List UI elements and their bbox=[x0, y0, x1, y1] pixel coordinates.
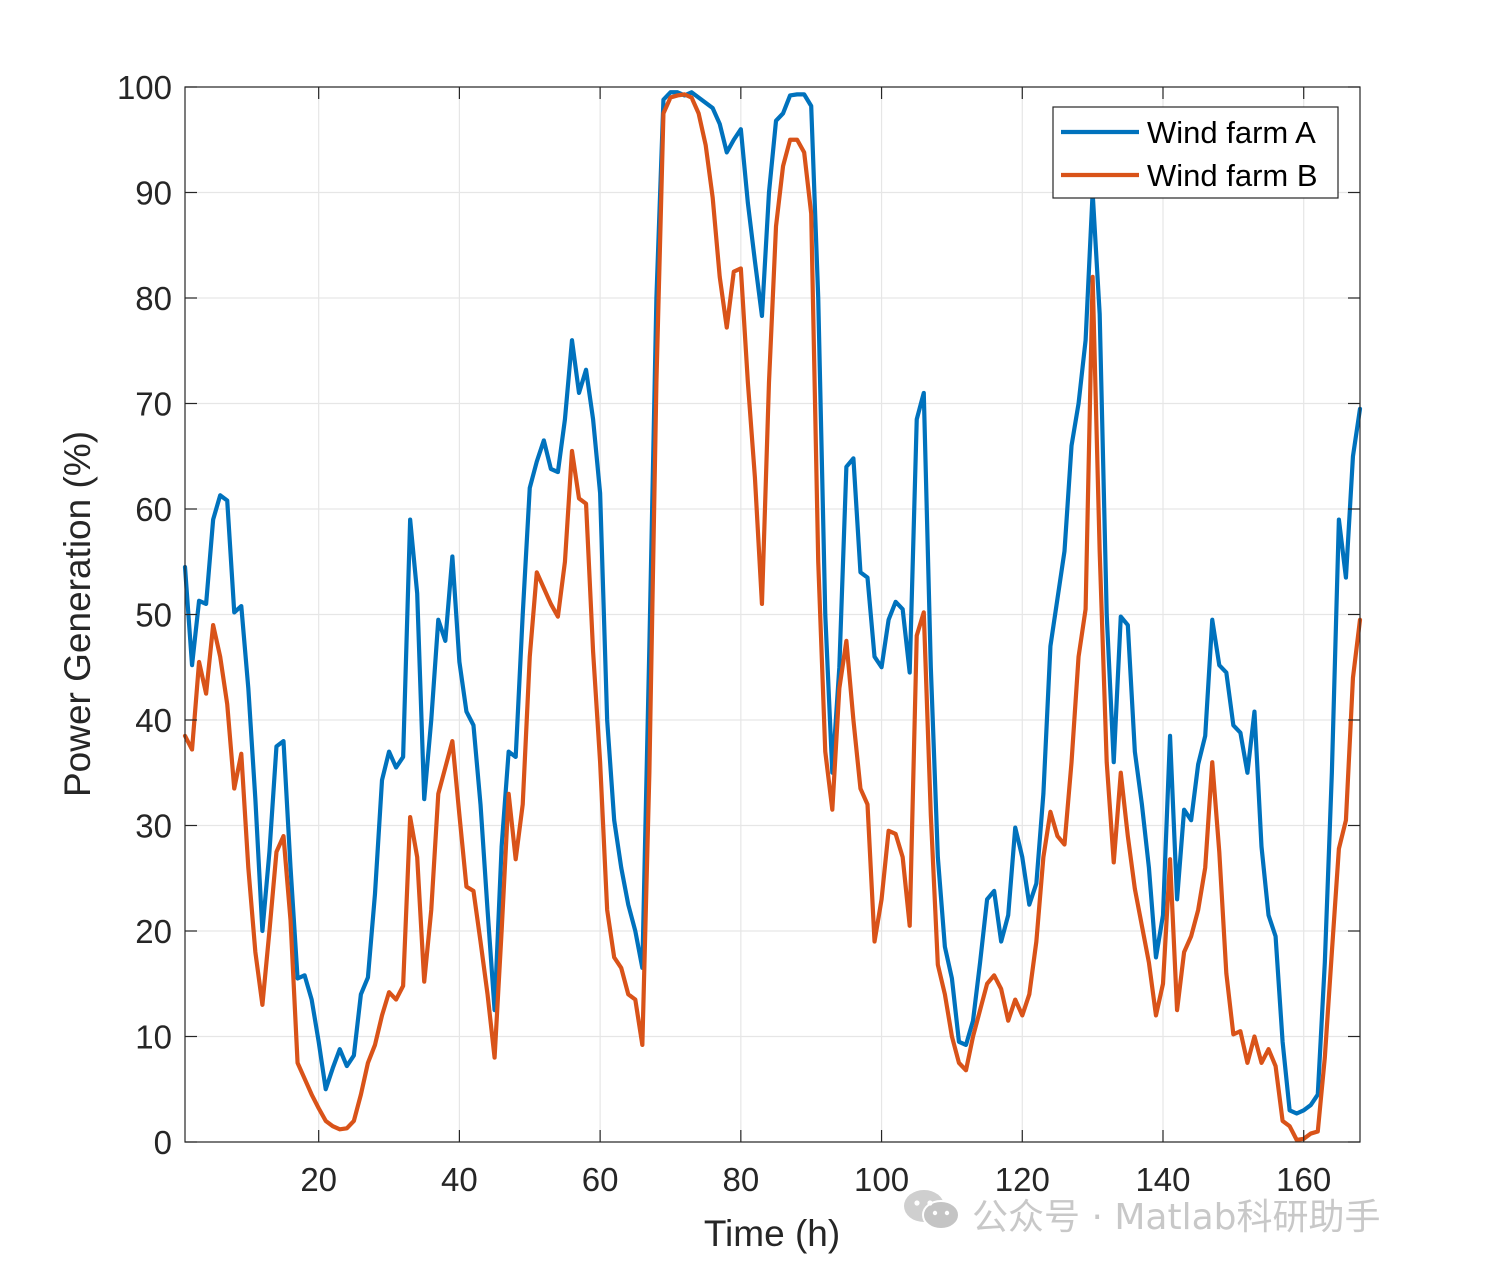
series-line-wind-farm-b bbox=[182, 92, 1363, 1142]
series-layer bbox=[182, 90, 1363, 1142]
legend-label-wind-farm-a: Wind farm A bbox=[1147, 115, 1316, 150]
x-tick-labels: 20 40 60 80 100 120 140 160 bbox=[300, 1161, 1331, 1198]
y-axis-title: Power Generation (%) bbox=[57, 431, 98, 797]
legend-box bbox=[1052, 106, 1339, 199]
wechat-icon bbox=[902, 1187, 962, 1242]
y-tick-label: 70 bbox=[135, 386, 172, 423]
watermark-text: 公众号 · Matlab科研助手 bbox=[972, 1197, 1381, 1238]
y-tick-label: 0 bbox=[154, 1124, 172, 1161]
y-tick-label: 50 bbox=[135, 597, 172, 634]
y-tick-label: 100 bbox=[117, 69, 172, 106]
legend: Wind farm A Wind farm B bbox=[1052, 106, 1339, 199]
x-axis-title: Time (h) bbox=[704, 1213, 840, 1254]
y-tick-label: 90 bbox=[135, 175, 172, 212]
y-tick-label: 80 bbox=[135, 280, 172, 317]
y-tick-labels: 0 10 20 30 40 50 60 70 80 90 100 bbox=[117, 69, 172, 1161]
tick-marks bbox=[185, 86, 1360, 1143]
x-tick-label: 100 bbox=[854, 1161, 909, 1198]
y-tick-label: 20 bbox=[135, 913, 172, 950]
y-tick-label: 10 bbox=[135, 1019, 172, 1056]
grid-lines bbox=[185, 86, 1360, 1143]
x-tick-label: 80 bbox=[722, 1161, 759, 1198]
x-tick-label: 160 bbox=[1276, 1161, 1331, 1198]
y-tick-label: 40 bbox=[135, 702, 172, 739]
y-tick-label: 30 bbox=[135, 808, 172, 845]
x-tick-label: 20 bbox=[300, 1161, 337, 1198]
x-tick-label: 60 bbox=[582, 1161, 619, 1198]
x-tick-label: 140 bbox=[1135, 1161, 1190, 1198]
watermark: 公众号 · Matlab科研助手 bbox=[902, 1186, 1380, 1242]
y-tick-label: 60 bbox=[135, 491, 172, 528]
x-tick-label: 40 bbox=[441, 1161, 478, 1198]
series-line-wind-farm-a bbox=[182, 90, 1363, 1116]
legend-label-wind-farm-b: Wind farm B bbox=[1147, 158, 1318, 193]
x-tick-label: 120 bbox=[995, 1161, 1050, 1198]
